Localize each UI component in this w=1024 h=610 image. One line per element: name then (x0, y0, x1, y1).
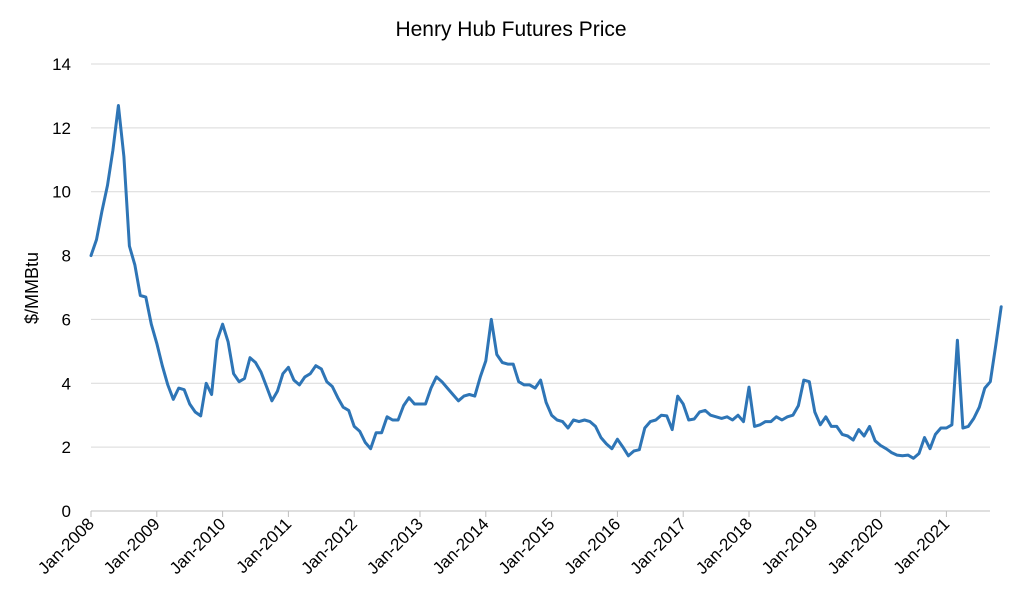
y-tick-label: 12 (52, 119, 71, 138)
x-axis-ticks: Jan-2008 Jan-2009 Jan-2010 Jan-2011 Jan-2012… (34, 511, 953, 578)
x-tick-label: Jan-2021 (890, 514, 954, 578)
gridlines (91, 63, 990, 448)
x-tick-label: Jan-2019 (758, 514, 822, 578)
chart-title: Henry Hub Futures Price (395, 18, 626, 41)
y-tick-label: 6 (62, 310, 71, 329)
series-layer (89, 104, 1003, 460)
x-tick-label: Jan-2011 (233, 514, 296, 577)
y-tick-label: 10 (52, 183, 71, 202)
series-line (89, 104, 1003, 460)
y-tick-label: 8 (62, 247, 71, 266)
x-tick-label: Jan-2015 (495, 514, 559, 578)
x-tick-label: Jan-2008 (34, 514, 98, 578)
y-axis-label: $/MMBtu (22, 252, 42, 324)
x-tick-label: Jan-2009 (100, 514, 164, 578)
x-tick-label: Jan-2012 (297, 514, 361, 578)
x-tick-label: Jan-2014 (429, 514, 493, 578)
y-axis-ticks: 0 2 4 6 8 10 12 14 (52, 55, 71, 521)
y-tick-label: 4 (62, 374, 71, 393)
x-tick-label: Jan-2010 (166, 514, 230, 578)
y-tick-label: 2 (62, 438, 71, 457)
x-tick-label: Jan-2020 (824, 514, 888, 578)
x-tick-label: Jan-2017 (626, 514, 690, 578)
y-tick-label: 0 (62, 502, 71, 521)
x-tick-label: Jan-2018 (692, 514, 756, 578)
y-tick-label: 14 (52, 55, 71, 74)
x-tick-label: Jan-2013 (363, 514, 427, 578)
x-tick-label: Jan-2016 (561, 514, 625, 578)
